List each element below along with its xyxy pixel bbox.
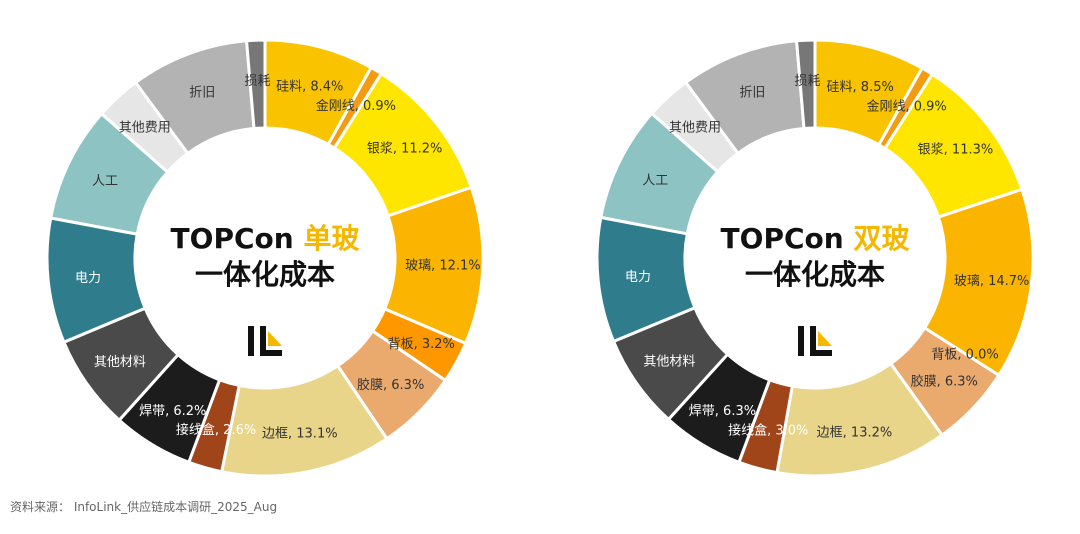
slice-label-14: 折旧 [739, 85, 765, 100]
center-title-highlight: 单玻 [303, 222, 359, 255]
slice-label-1: 硅料, 8.5% [827, 80, 894, 95]
brand-logo-icon [798, 326, 832, 356]
center-title-line1: TOPCon 单玻 [171, 222, 360, 255]
slice-label-13: 其他费用 [669, 121, 721, 136]
center-title-prefix: TOPCon [171, 222, 304, 255]
slice-label-14: 折旧 [189, 85, 215, 100]
center-title-line1: TOPCon 双玻 [721, 222, 910, 255]
slice-label-9: 焊带, 6.2% [139, 403, 206, 419]
center-title-highlight: 双玻 [853, 222, 909, 255]
slice-label-5: 背板, 3.2% [388, 337, 455, 352]
slice-label-5: 背板, 0.0% [931, 348, 998, 363]
slice-label-15: 损耗 [244, 74, 270, 89]
source-note: 资料来源： InfoLink_供应链成本调研_2025_Aug [10, 500, 278, 514]
center-title-line2: 一体化成本 [195, 258, 335, 291]
slice-labels: 硅料, 8.4% 金刚线, 0.9% 银浆, 11.2% 玻璃, 12.1% 背板, 3… [75, 74, 481, 441]
slice-label-2: 金刚线, 0.9% [866, 98, 946, 114]
center-title-prefix: TOPCon [721, 222, 854, 255]
slice-label-4: 玻璃, 14.7% [954, 274, 1030, 289]
donut-chart-1: 硅料, 8.4% 金刚线, 0.9% 银浆, 11.2% 玻璃, 12.1% 背板, 3… [45, 38, 485, 478]
slice-label-9: 焊带, 6.3% [689, 403, 756, 419]
slice-label-11: 电力 [75, 271, 101, 286]
slice-label-7: 边框, 13.1% [262, 427, 338, 442]
slice-label-10: 其他材料 [94, 355, 146, 370]
donut-chart-2: 硅料, 8.5% 金刚线, 0.9% 银浆, 11.3% 玻璃, 14.7% 背板, 0… [595, 38, 1035, 478]
slice-label-8: 接线盒, 2.6% [176, 422, 256, 438]
slice-label-12: 人工 [642, 174, 668, 189]
slice-label-2: 金刚线, 0.9% [316, 98, 396, 114]
slice-label-6: 胶膜, 6.3% [911, 373, 978, 389]
slice-label-12: 人工 [92, 174, 118, 189]
slice-label-13: 其他费用 [119, 121, 171, 136]
brand-logo-icon [248, 326, 282, 356]
slice-15 [794, 38, 817, 131]
slice-label-11: 电力 [625, 270, 651, 285]
slice-label-3: 银浆, 11.2% [367, 142, 443, 157]
slice-15 [244, 38, 267, 131]
slice-label-7: 边框, 13.2% [817, 426, 893, 441]
slice-label-15: 损耗 [794, 74, 820, 89]
slice-label-6: 胶膜, 6.3% [357, 377, 424, 393]
center-title-line2: 一体化成本 [745, 258, 885, 291]
slice-labels: 硅料, 8.5% 金刚线, 0.9% 银浆, 11.3% 玻璃, 14.7% 背板, 0… [625, 74, 1029, 440]
slice-label-3: 银浆, 11.3% [918, 143, 994, 158]
slice-label-1: 硅料, 8.4% [276, 80, 343, 95]
slice-label-4: 玻璃, 12.1% [405, 258, 481, 273]
slice-label-10: 其他材料 [643, 354, 695, 369]
slice-label-8: 接线盒, 3.0% [728, 423, 808, 439]
